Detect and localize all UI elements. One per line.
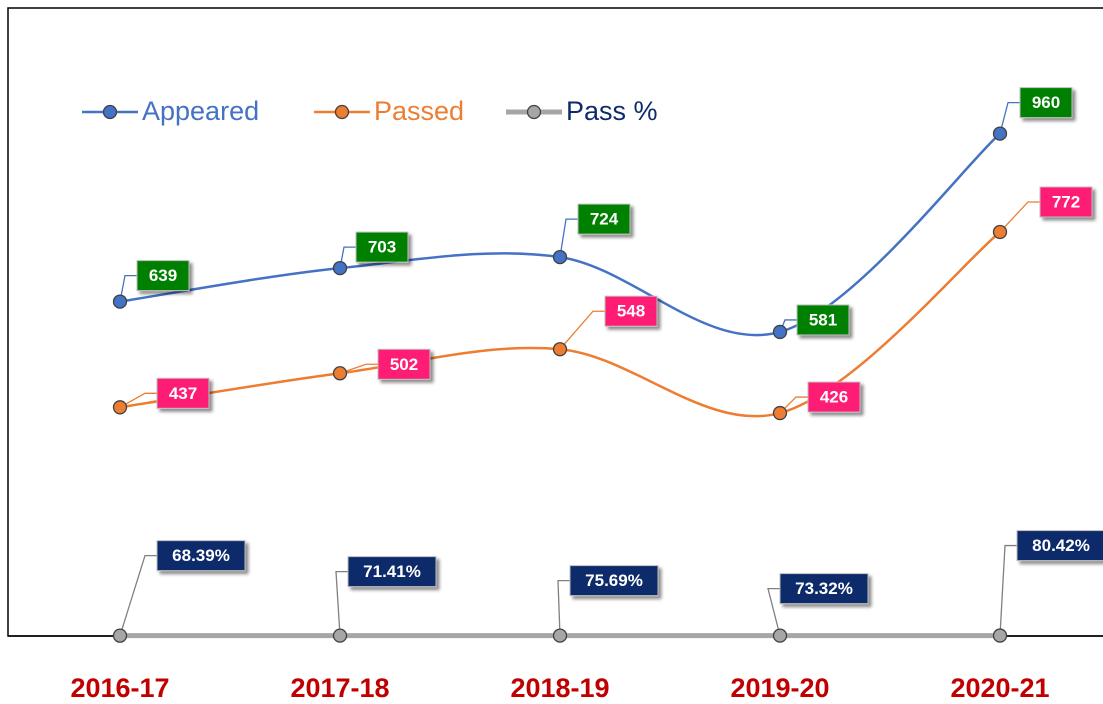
leader-line: [999, 544, 1017, 636]
legend-label: Appeared: [142, 96, 259, 126]
leader-line: [559, 218, 578, 258]
leader-line: [559, 310, 605, 350]
x-tick-label: 2018-19: [510, 673, 609, 703]
leader-line: [767, 587, 781, 636]
data-label: 502: [390, 355, 418, 374]
leader-line: [119, 554, 157, 636]
data-label: 437: [169, 384, 197, 403]
data-label: 772: [1052, 192, 1080, 211]
label-box: [779, 573, 869, 605]
legend-marker: [526, 104, 542, 120]
data-label: 548: [617, 302, 645, 321]
data-label: 73.32%: [795, 579, 853, 598]
label-box: [377, 348, 431, 380]
data-label: 80.42%: [1032, 536, 1090, 555]
x-tick-label: 2020-21: [950, 673, 1049, 703]
legend-marker: [102, 104, 118, 120]
label-box: [569, 565, 659, 597]
legend-marker: [334, 104, 350, 120]
label-box: [156, 540, 246, 572]
label-box: [156, 377, 210, 409]
leader-line: [119, 274, 137, 302]
leader-line: [999, 101, 1020, 134]
point: [992, 628, 1008, 643]
series-line: [119, 132, 1001, 337]
data-label: 724: [590, 210, 619, 229]
label-box: [1019, 87, 1073, 119]
point: [332, 628, 348, 643]
point: [112, 400, 128, 415]
label-box: [796, 304, 850, 336]
leader-line: [999, 201, 1040, 233]
x-tick-label: 2017-18: [290, 673, 389, 703]
point: [552, 628, 568, 643]
label-box: [355, 231, 409, 263]
data-label: 71.41%: [363, 562, 421, 581]
point: [772, 324, 788, 340]
label-box: [577, 203, 631, 235]
data-label: 960: [1032, 93, 1060, 112]
point: [552, 249, 568, 265]
label-box: [807, 381, 861, 413]
x-tick-label: 2016-17: [70, 673, 169, 703]
point: [112, 628, 128, 643]
legend-label: Pass %: [566, 96, 658, 126]
leader-line: [779, 396, 808, 414]
label-box: [347, 556, 437, 588]
point: [552, 342, 568, 357]
point: [332, 366, 348, 381]
legend-label: Passed: [374, 96, 464, 126]
leader-line: [119, 392, 157, 408]
data-label: 703: [368, 238, 396, 257]
leader-line: [335, 570, 348, 636]
data-label: 68.39%: [172, 546, 230, 565]
series-line: [119, 231, 1001, 418]
data-label: 581: [809, 310, 837, 329]
data-label: 639: [149, 266, 177, 285]
x-tick-label: 2019-20: [730, 673, 829, 703]
label-box: [1039, 186, 1093, 218]
label-box: [604, 295, 658, 327]
point: [772, 628, 788, 643]
label-box: [1016, 530, 1103, 562]
point: [992, 126, 1008, 141]
data-label: 75.69%: [585, 571, 643, 590]
point: [332, 260, 348, 276]
point: [112, 294, 128, 309]
point: [992, 224, 1008, 240]
leader-line: [557, 579, 570, 636]
label-box: [136, 260, 190, 292]
data-label: 426: [820, 388, 848, 407]
point: [772, 405, 788, 421]
leader-line: [339, 363, 378, 374]
